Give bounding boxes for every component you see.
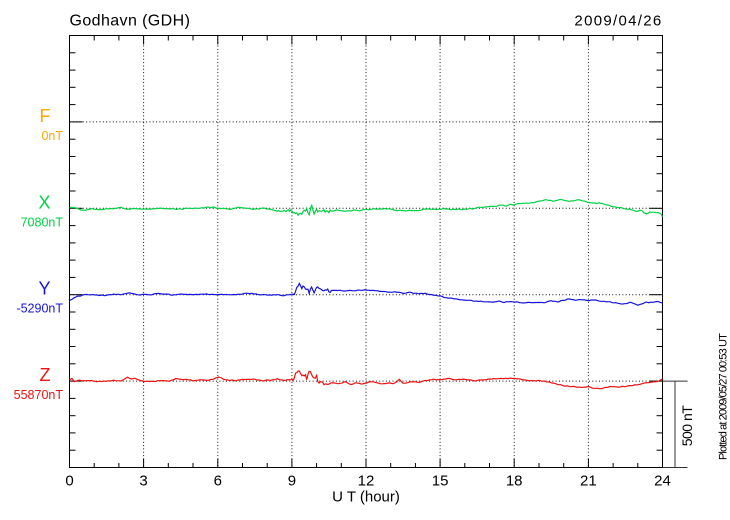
svg-text:9: 9 — [288, 473, 296, 490]
svg-text:500 nT: 500 nT — [679, 405, 695, 447]
svg-text:55870nT: 55870nT — [14, 388, 64, 402]
svg-text:Plotted at 2009/05/27 00:53 UT: Plotted at 2009/05/27 00:53 UT — [718, 333, 730, 460]
svg-text:6: 6 — [214, 473, 222, 490]
svg-text:F: F — [40, 106, 51, 126]
svg-text:0nT: 0nT — [41, 129, 63, 143]
svg-text:12: 12 — [358, 473, 375, 490]
svg-text:-5290nT: -5290nT — [16, 302, 63, 316]
svg-text:U T (hour): U T (hour) — [332, 489, 400, 506]
svg-text:7080nT: 7080nT — [21, 215, 64, 229]
svg-text:Z: Z — [40, 365, 51, 385]
svg-text:Godhavn (GDH): Godhavn (GDH) — [70, 13, 191, 30]
svg-text:X: X — [38, 192, 50, 212]
svg-text:3: 3 — [139, 473, 147, 490]
svg-text:15: 15 — [432, 473, 449, 490]
svg-text:Y: Y — [38, 279, 50, 299]
svg-text:0: 0 — [65, 473, 73, 490]
svg-text:24: 24 — [654, 473, 671, 490]
svg-text:2009/04/26: 2009/04/26 — [574, 13, 662, 30]
svg-text:18: 18 — [506, 473, 523, 490]
svg-text:21: 21 — [580, 473, 597, 490]
